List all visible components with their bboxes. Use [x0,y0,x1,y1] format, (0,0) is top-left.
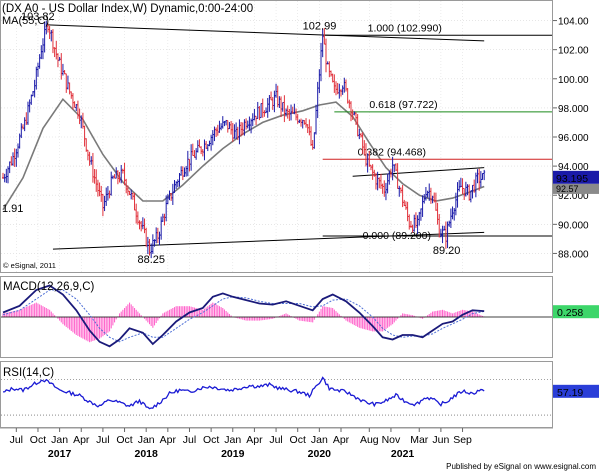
price-tick-label: 92.000 [558,191,589,202]
x-axis: Jul Oct Jan Apr Jul Oct Jan Apr Jul Oct Jan Apr Jul O… [0,427,553,460]
x-year-label: 2018 [135,448,159,460]
macd-last-tag [553,305,599,319]
last-price-tag [553,170,599,184]
footer-credit: Published by eSignal on www.esignal.com [446,462,596,471]
rsi-panel: RSI(14,C) [0,361,553,428]
rsi-y-axis: 57.19 [553,384,599,399]
x-year-label: 2019 [221,448,245,460]
ma-indicator-label: MA(55,C) [2,15,49,27]
price-panel-frame [0,0,553,273]
upper-channel-trendline [47,24,485,42]
price-tick-label: 88.000 [558,249,589,260]
price-tick-label: 98.000 [558,104,589,115]
price-tick-label: 96.000 [558,133,589,144]
macd-panel: MACD(12,26,9,C) [0,276,553,358]
price-panel: 1.000 (102.990) 0.618 (97.722) 0.382 (94.4… [0,0,553,273]
price-tick-label: 104.00 [558,17,589,28]
price-tick-label: 100.00 [558,75,589,86]
x-month-label: Jul [96,434,109,446]
rsi-panel-frame [0,361,553,428]
price-tick-label: 94.000 [558,162,589,173]
rsi-series [1,376,552,416]
x-month-label: Jan [224,434,241,446]
x-month-label: Jun [432,434,449,446]
lower-channel-trendline [52,231,485,250]
x-year-label: 2020 [308,448,332,460]
last-price-label: 93.195 [556,173,588,185]
x-month-label: Oct [290,434,306,446]
x-month-label: Apr [160,434,177,446]
price-y-axis: 88.000 90.000 92.000 94.000 96.000 98.000 100.… [553,17,599,260]
x-month-label: Apr [333,434,350,446]
rsi-line [2,376,485,410]
x-month-label: Mar [410,434,429,446]
x-month-label: Jan [138,434,155,446]
price-annotation: 89.20 [433,245,461,257]
x-month-label: Jul [183,434,196,446]
x-month-label: Oct [116,434,132,446]
last-ma-label: 92.57 [556,184,579,194]
macd-series [1,284,552,348]
x-year-label: 2017 [48,448,72,460]
price-ohlc-bars: 103.82 1.91 102.99 88.25 89.20 [2,11,486,266]
fib-level-label: 0.000 (89.200) [363,230,431,242]
fib-level-label: 0.618 (97.722) [369,99,437,111]
rsi-label: RSI(14,C) [3,367,54,379]
price-tick-label: 90.000 [558,220,589,231]
price-annotation: 1.91 [2,203,23,215]
macd-last-label: 0.258 [557,307,583,319]
macd-label: MACD(12,26,9,C) [3,281,95,293]
x-month-label: Jul [269,434,282,446]
x-month-label: Oct [30,434,46,446]
price-tick-label: 102.00 [558,46,589,57]
x-month-label: Nov [382,434,401,446]
rsi-last-label: 57.19 [557,387,583,399]
rsi-last-tag [553,384,599,398]
x-month-label: Oct [203,434,219,446]
x-month-label: Sep [453,434,472,446]
x-month-label: Jan [311,434,328,446]
x-month-label: Jul [10,434,23,446]
macd-y-axis: 0.258 [553,305,599,319]
ma55-line [2,97,485,211]
price-annotation: 88.25 [138,254,166,266]
price-overlays: 1.000 (102.990) 0.618 (97.722) 0.382 (94.4… [2,22,552,250]
x-month-label: Apr [246,434,263,446]
esignal-watermark: © eSignal, 2011 [3,261,56,270]
price-annotation: 103.82 [21,11,55,23]
price-chart-title: (DX A0 - US Dollar Index,W) Dynamic,0:00… [2,3,253,15]
x-month-label: Aug [360,434,379,446]
x-year-label: 2021 [391,448,415,460]
macd-line [2,284,485,348]
last-ma-tag [553,183,599,194]
x-month-label: Apr [73,434,90,446]
price-annotation: 102.99 [303,20,337,32]
fib-level-label: 1.000 (102.990) [368,22,442,34]
x-month-label: Jan [51,434,68,446]
price-bar [483,169,486,181]
fib-level-label: 0.382 (94.468) [358,146,426,158]
